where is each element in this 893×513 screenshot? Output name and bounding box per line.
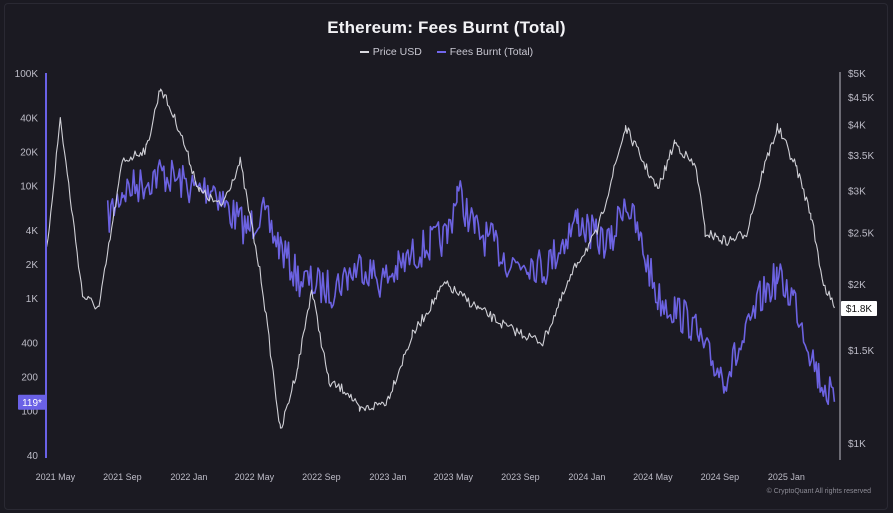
x-tick-label: 2021 Sep [103, 472, 142, 482]
left-tick-label: 100K [15, 69, 39, 80]
chart-card [4, 3, 888, 510]
x-tick-label: 2023 May [434, 472, 474, 482]
fees-current-badge [18, 394, 46, 410]
left-tick-label: 2K [26, 260, 39, 271]
fees-current-label: 119* [22, 398, 42, 409]
right-tick-label: $1.5K [848, 346, 874, 357]
left-tick-label: 1K [26, 294, 39, 305]
right-tick-label: $2.5K [848, 228, 874, 239]
legend: Price USD Fees Burnt (Total) [0, 46, 893, 58]
left-tick-label: 40K [20, 114, 38, 125]
credit-text: © CryptoQuant All rights reserved [766, 488, 871, 495]
series-fees-line [106, 159, 836, 406]
right-tick-label: $3K [848, 186, 866, 197]
legend-swatch-price [359, 51, 369, 54]
x-tick-label: 2022 Jan [170, 472, 207, 482]
right-tick-label: $5K [848, 69, 866, 80]
value-labels-group: $1.8K 119* [18, 73, 877, 458]
series-group [46, 88, 836, 429]
left-tick-label: 100 [21, 406, 38, 417]
series-price-line [46, 88, 835, 429]
left-tick-label: 10K [20, 181, 38, 192]
left-tick-label: 400 [21, 339, 38, 350]
legend-item-fees[interactable]: Fees Burnt (Total) [436, 46, 534, 58]
left-tick-label: 40 [27, 451, 39, 462]
x-tick-label: 2022 May [235, 472, 275, 482]
left-tick-label: 200 [21, 372, 38, 383]
x-tick-label: 2024 May [633, 472, 673, 482]
legend-label-price: Price USD [372, 46, 422, 58]
x-tick-label: 2025 Jan [768, 472, 805, 482]
right-tick-label: $4K [848, 120, 866, 131]
x-tick-label: 2024 Jan [568, 472, 605, 482]
chart-title: Ethereum: Fees Burnt (Total) [327, 18, 566, 37]
x-tick-label: 2023 Jan [369, 472, 406, 482]
legend-label-fees: Fees Burnt (Total) [449, 46, 534, 58]
axes-group: 100K 40K 20K 10K 4K 2K 1K 400 200 100 40 $5K $4.5K $4… [15, 69, 875, 482]
left-tick-label: 4K [26, 226, 39, 237]
legend-swatch-fees [436, 51, 446, 54]
x-tick-label: 2022 Sep [302, 472, 341, 482]
right-tick-label: $1K [848, 439, 866, 450]
x-tick-label: 2024 Sep [701, 472, 740, 482]
x-tick-label: 2021 May [36, 472, 76, 482]
right-tick-label: $3.5K [848, 151, 874, 162]
price-current-badge [841, 300, 877, 316]
left-tick-label: 20K [20, 148, 38, 159]
price-current-label: $1.8K [846, 304, 872, 315]
legend-item-price[interactable]: Price USD [359, 46, 422, 58]
right-tick-label: $2K [848, 280, 866, 291]
right-tick-label: $4.5K [848, 93, 874, 104]
x-tick-label: 2023 Sep [501, 472, 540, 482]
